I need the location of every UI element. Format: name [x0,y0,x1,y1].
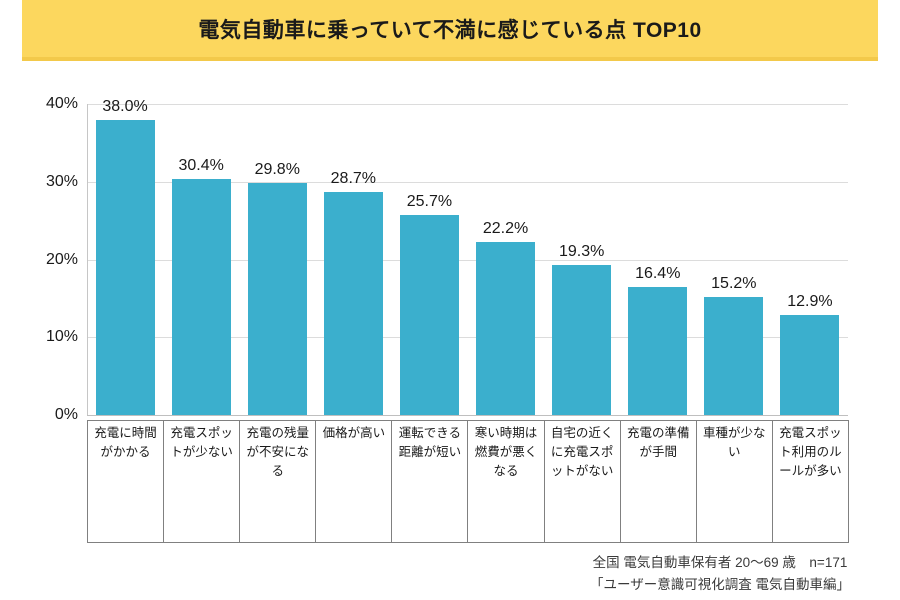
bar-value-6: 22.2% [482,220,529,238]
bar-3 [247,183,307,415]
page-title: 電気自動車に乗っていて不満に感じている点 TOP10 [198,18,702,42]
bar-value-3: 29.8% [254,161,300,179]
source-note-line1: 全国 電気自動車保有者 20～69 歳 n=171 [592,555,848,570]
bar-value-5: 25.7% [406,193,453,211]
category-label-5: 運転できる距離が短い [392,421,469,542]
gridline-0 [87,415,848,416]
bar-value-7: 19.3% [558,242,605,260]
bar-4 [323,191,383,415]
category-label-3: 充電の残量が不安になる [240,421,317,542]
source-note: 全国 電気自動車保有者 20～69 歳 n=171 「ユーザー意識可視化調査 電… [540,552,900,596]
gridline-40 [87,104,848,105]
category-label-6: 寒い時期は燃費が悪くなる [468,421,545,542]
y-axis-tick-10: 10% [45,328,78,346]
y-axis-tick-40: 40% [45,95,78,112]
bar-2 [171,178,231,415]
bar-value-10: 12.9% [787,292,833,310]
title-banner: 電気自動車に乗っていて不満に感じている点 TOP10 [22,0,878,61]
bar-8 [628,287,688,415]
category-label-4: 価格が高い [316,421,393,542]
y-axis-tick-0: 0% [54,406,78,423]
y-axis-line [87,104,88,415]
gridline-30 [87,181,848,183]
gridline-10 [87,337,848,339]
bar-1 [95,119,155,415]
category-label-table: 充電に時間がかかる 充電スポットが少ない 充電の残量が不安になる 価格が高い 運転できる… [87,420,849,543]
category-label-8: 充電の準備が手間 [621,421,697,542]
bar-6 [476,242,536,415]
bar-value-2: 30.4% [178,156,224,174]
category-label-1: 充電に時間がかかる [88,421,165,542]
category-label-2: 充電スポットが少ない [164,421,241,542]
bar-value-4: 28.7% [330,169,377,187]
bar-value-8: 16.4% [635,265,681,283]
y-axis-tick-20: 20% [45,250,78,268]
bar-value-1: 38.0% [102,97,148,115]
bar-7 [552,264,612,415]
category-label-7: 自宅の近くに充電スポットがない [545,421,621,542]
bar-value-9: 15.2% [711,274,757,292]
category-label-10: 充電スポット利用のルールが多い [773,421,849,542]
bar-5 [399,215,459,415]
gridline-20 [87,259,848,261]
bar-10 [780,314,840,415]
y-axis-tick-30: 30% [45,172,78,190]
bar-9 [704,296,764,415]
source-note-line2: 「ユーザー意識可視化調査 電気自動車編」 [590,577,850,592]
category-label-9: 車種が少ない [697,421,773,542]
